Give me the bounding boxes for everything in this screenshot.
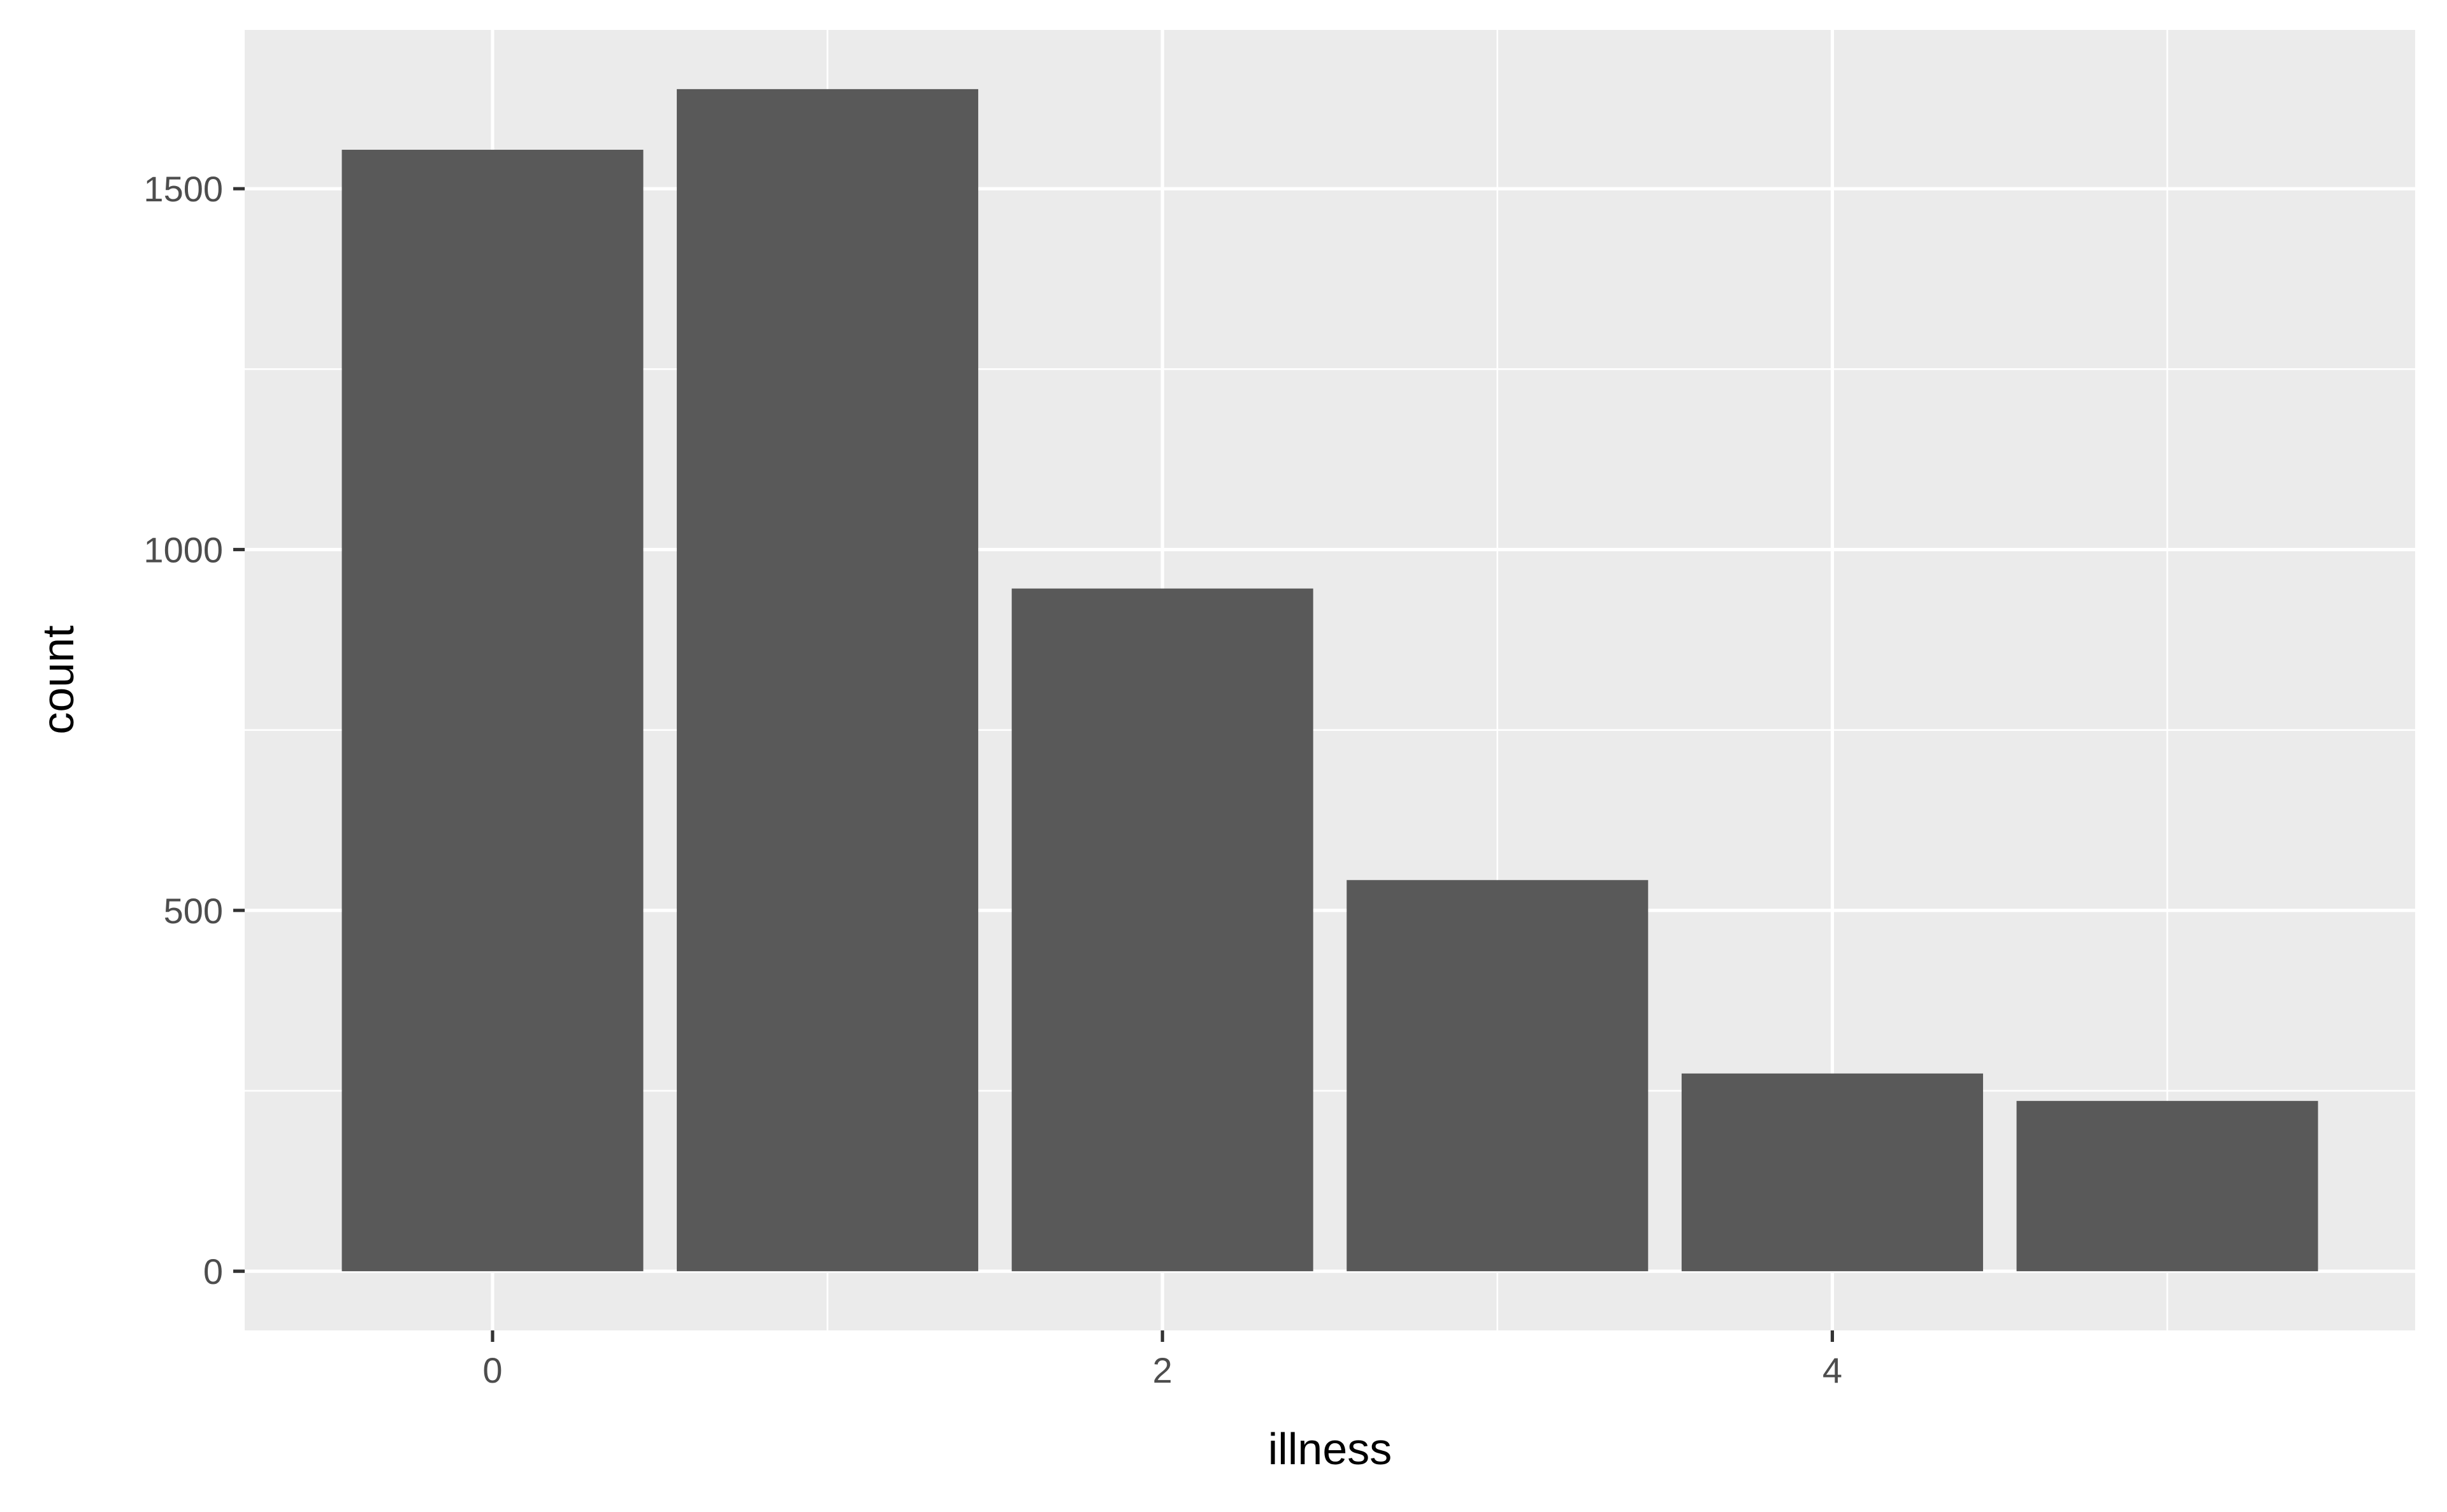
y-axis-title: count (33, 625, 83, 734)
bar-illness-3 (1346, 880, 1649, 1272)
bar-illness-1 (677, 89, 979, 1272)
x-axis-title: illness (1268, 1424, 1392, 1474)
x-tick-label: 2 (1153, 1350, 1173, 1390)
bar-illness-5 (2016, 1100, 2318, 1272)
bar-illness-0 (342, 150, 644, 1272)
x-tick-label: 4 (1823, 1350, 1842, 1390)
x-axis-ticks: 0 2 4 (482, 1330, 1842, 1390)
y-tick-label: 1000 (143, 529, 223, 570)
bar-illness-4 (1681, 1073, 1983, 1272)
y-tick-label: 1500 (143, 169, 223, 209)
bar-illness-2 (1011, 588, 1313, 1272)
y-tick-label: 0 (203, 1251, 223, 1292)
x-tick-label: 0 (482, 1350, 502, 1390)
y-tick-label: 500 (164, 891, 223, 931)
y-axis-ticks: 0 500 1000 1500 (143, 169, 245, 1292)
bars (342, 89, 2318, 1272)
